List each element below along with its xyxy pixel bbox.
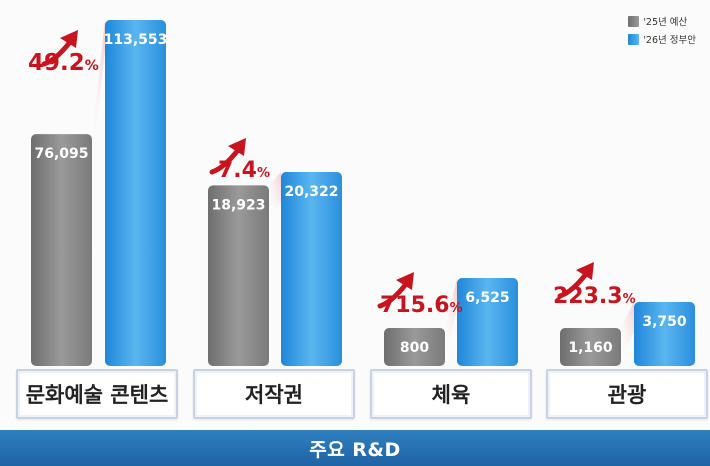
bar-prior-2	[384, 328, 445, 366]
value-label-prior-3: 1,160	[568, 340, 613, 356]
legend-item-proposal: '26년 정부안	[628, 30, 696, 48]
growth-arrow-1	[209, 147, 241, 175]
category-label-1: 저작권	[193, 369, 355, 419]
legend-label-proposal: '26년 정부안	[643, 35, 696, 46]
value-label-proposal-3: 3,750	[642, 314, 687, 330]
growth-arrowhead-3	[576, 262, 594, 280]
bar-prior-1	[208, 185, 269, 366]
growth-arrowhead-2	[396, 272, 414, 290]
value-label-prior-2: 800	[400, 340, 429, 356]
bar-prior-0	[31, 134, 92, 366]
category-label-3: 관광	[546, 369, 708, 419]
growth-wedge-0	[92, 20, 105, 165]
legend-swatch-prior	[628, 15, 640, 27]
footer-title: 주요 R&D	[0, 430, 710, 466]
legend-label-prior: '25년 예산	[643, 17, 688, 28]
growth-label-0: 49.2%	[28, 50, 99, 76]
value-label-proposal-0: 113,553	[104, 32, 168, 48]
growth-arrow-0	[41, 39, 73, 67]
bar-proposal-1	[281, 172, 342, 366]
growth-arrow-3	[557, 271, 589, 299]
growth-arrow-2	[377, 281, 409, 309]
growth-wedge-2	[445, 278, 457, 358]
growth-wedge-1	[269, 172, 281, 216]
growth-wedge-3	[621, 302, 634, 358]
value-label-prior-1: 18,923	[211, 197, 265, 213]
value-label-prior-0: 76,095	[34, 146, 88, 162]
bar-proposal-3	[634, 302, 695, 366]
legend-swatch-proposal	[628, 33, 640, 45]
value-label-proposal-1: 20,322	[284, 184, 338, 200]
bar-proposal-0	[105, 20, 166, 366]
bar-prior-3	[560, 328, 621, 366]
legend: '25년 예산 '26년 정부안	[628, 12, 696, 48]
category-label-2: 체육	[370, 369, 532, 419]
bar-proposal-2	[457, 278, 518, 366]
value-label-proposal-2: 6,525	[465, 290, 509, 306]
growth-arrowhead-1	[228, 138, 246, 156]
legend-item-prior: '25년 예산	[628, 12, 696, 30]
category-label-0: 문화예술 콘텐츠	[16, 369, 178, 419]
growth-label-3: 223.3%	[553, 284, 636, 309]
growth-arrowhead-0	[60, 30, 78, 48]
